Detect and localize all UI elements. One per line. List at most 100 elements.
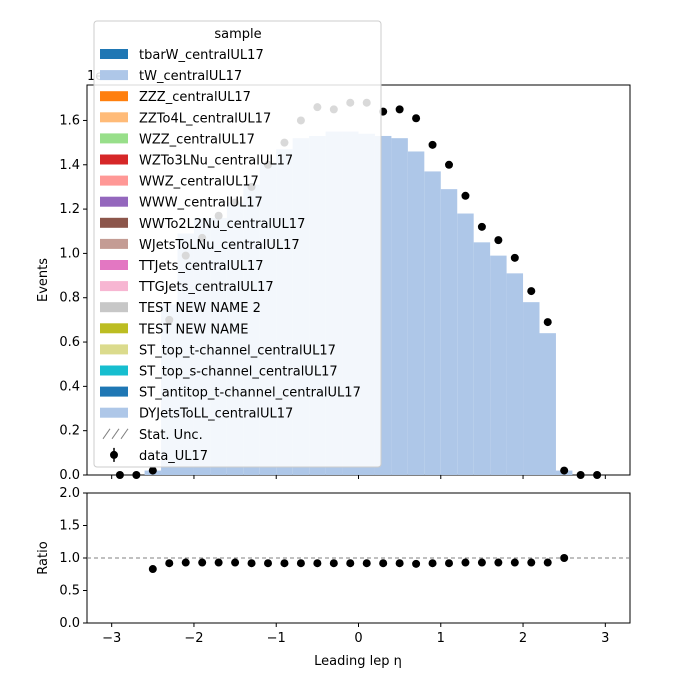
data-point: [527, 287, 536, 296]
legend-label: WZTo3LNu_centralUL17: [139, 154, 293, 169]
legend-entry: tbarW_centralUL17: [100, 48, 264, 63]
y-tick-label: 1.0: [59, 246, 80, 261]
ratio-point: [527, 558, 536, 567]
legend-swatch: [100, 112, 128, 123]
legend-swatch: [100, 154, 128, 165]
legend-label: TTJets_centralUL17: [138, 259, 264, 274]
legend-marker: [110, 450, 118, 459]
ratio-point: [543, 558, 552, 567]
ratio-point: [494, 558, 503, 567]
ratio-point: [181, 558, 190, 567]
y-tick-label: 1.6: [59, 113, 80, 128]
legend-entry: WWTo2L2Nu_centralUL17: [100, 217, 305, 232]
mc-bar: [539, 333, 556, 475]
ratio-point: [510, 558, 519, 567]
ratio-point: [214, 558, 223, 567]
ratio-y-axis-label: Ratio: [36, 541, 51, 574]
legend-label: ST_top_t-channel_centralUL17: [139, 343, 336, 358]
ratio-point: [296, 559, 305, 568]
legend-entry: Stat. Unc.: [102, 428, 203, 443]
x-tick-label: 3: [601, 631, 609, 646]
legend-entry: DYJetsToLL_centralUL17: [100, 407, 293, 422]
legend-entry: WWW_centralUL17: [100, 196, 263, 211]
legend-entry: TTJets_centralUL17: [100, 259, 264, 274]
mc-bar: [391, 138, 408, 475]
hatch-line: [120, 428, 129, 440]
data-point: [148, 466, 157, 475]
legend-label: ST_antitop_t-channel_centralUL17: [139, 386, 361, 401]
ratio-point: [165, 559, 174, 568]
y-tick-label: 0.0: [59, 468, 80, 483]
ratio-point: [313, 559, 322, 568]
data-point: [576, 471, 585, 479]
legend-swatch: [100, 386, 128, 397]
ratio-point: [560, 554, 569, 562]
legend-entry: TTGJets_centralUL17: [100, 280, 274, 295]
legend-swatch: [100, 407, 128, 418]
x-tick-label: 0: [354, 631, 362, 646]
data-point: [510, 253, 519, 262]
legend-entry: WWZ_centralUL17: [100, 175, 259, 190]
mc-bar: [440, 189, 458, 476]
ratio-point: [412, 559, 421, 568]
y-tick-label: 1.0: [59, 551, 80, 566]
hatch-line: [111, 428, 120, 440]
legend-label: ZZZ_centralUL17: [139, 90, 251, 105]
y-tick-label: 1.2: [59, 202, 80, 217]
legend-label: TTGJets_centralUL17: [138, 280, 274, 295]
ratio-point: [395, 559, 404, 568]
legend-swatch: [100, 344, 128, 355]
mc-bar: [523, 302, 540, 475]
legend-swatch: [100, 217, 128, 228]
legend-label: ST_top_s-channel_centralUL17: [139, 365, 338, 380]
legend-swatch: [100, 238, 128, 249]
ratio-points: [148, 554, 569, 574]
ratio-point: [231, 558, 240, 567]
legend-swatch: [100, 365, 128, 376]
legend-entry: WJetsToLNu_centralUL17: [100, 238, 300, 253]
legend-swatch: [100, 323, 128, 334]
data-point: [543, 318, 552, 327]
ratio-point: [198, 558, 207, 567]
legend-entry: TEST NEW NAME 2: [100, 301, 261, 316]
mc-bar: [506, 273, 524, 475]
legend-swatch: [100, 175, 128, 186]
legend-swatch: [100, 91, 128, 102]
main-x-ticks: [111, 475, 606, 479]
y-tick-label: 1.4: [59, 158, 80, 173]
legend-entry: ST_antitop_t-channel_centralUL17: [100, 386, 361, 401]
legend-entry: ZZZ_centralUL17: [100, 90, 251, 105]
y-tick-label: 0.4: [59, 379, 80, 394]
legend: sample tbarW_centralUL17 tW_centralUL17 ZZ…: [93, 20, 382, 468]
data-point: [560, 466, 569, 475]
ratio-point: [346, 559, 355, 568]
legend-swatch: [100, 260, 128, 270]
ratio-point: [148, 565, 157, 574]
ratio-point: [247, 559, 256, 568]
legend-label: ZZTo4L_centralUL17: [139, 111, 271, 126]
ratio-point: [329, 559, 338, 568]
legend-swatch: [100, 196, 128, 207]
legend-swatch: [100, 133, 128, 144]
legend-swatch: [100, 49, 128, 59]
legend-label: tbarW_centralUL17: [139, 48, 264, 63]
legend-label: WWZ_centralUL17: [139, 175, 259, 190]
legend-label: WWW_centralUL17: [139, 196, 263, 211]
ratio-point: [264, 559, 272, 568]
data-point: [477, 222, 486, 231]
legend-title: sample: [214, 27, 261, 42]
ratio-point: [461, 558, 470, 567]
legend-entry: ST_top_t-channel_centralUL17: [100, 343, 336, 358]
data-point: [445, 160, 453, 169]
main-y-ticks: 0.0 0.2 0.4 0.6 0.8 1.0 1.2 1.4 1.6: [59, 113, 87, 483]
legend-label: TEST NEW NAME 2: [138, 301, 261, 316]
x-tick-label: −2: [184, 631, 203, 646]
legend-label: WZZ_centralUL17: [139, 132, 255, 147]
x-tick-label: −1: [267, 631, 286, 646]
legend-entry: data_UL17: [110, 447, 208, 464]
legend-label: TEST NEW NAME: [138, 322, 248, 337]
mc-bar: [457, 213, 474, 476]
y-tick-label: 2.0: [59, 486, 80, 501]
legend-swatch: [100, 70, 128, 81]
legend-entries: tbarW_centralUL17 tW_centralUL17 ZZZ_centr…: [100, 48, 361, 464]
